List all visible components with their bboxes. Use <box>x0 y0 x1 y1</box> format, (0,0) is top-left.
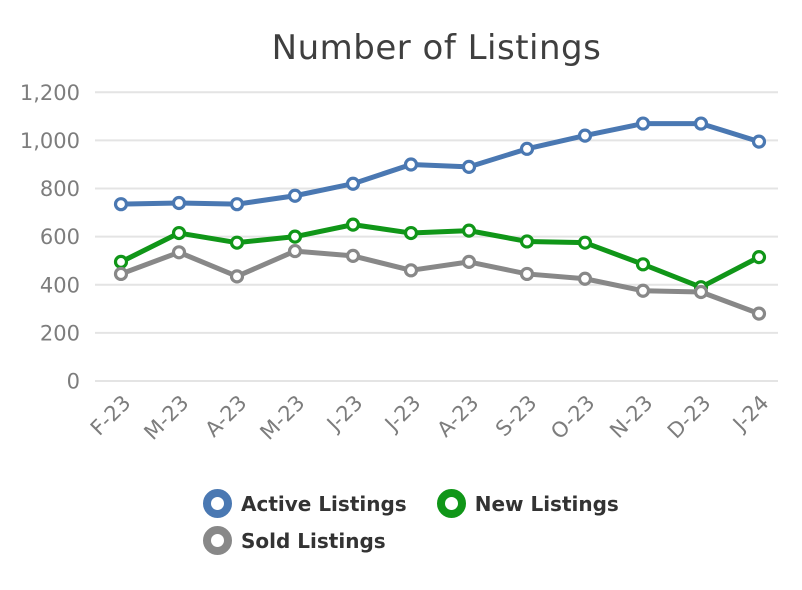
data-point-active-listings <box>519 141 535 156</box>
y-axis-tick-label: 200 <box>40 321 80 345</box>
data-point-active-listings <box>287 188 303 203</box>
data-point-sold-listings <box>519 266 535 282</box>
data-point-active-listings <box>577 128 593 143</box>
data-point-active-listings <box>751 134 767 149</box>
x-axis-tick-label: A-23 <box>432 391 483 442</box>
data-point-active-listings <box>345 176 361 191</box>
x-axis-tick-label: D-23 <box>663 391 716 444</box>
data-point-new-listings <box>113 254 129 270</box>
data-point-sold-listings <box>403 263 419 278</box>
data-point-sold-listings <box>229 269 245 284</box>
data-point-new-listings <box>461 223 477 238</box>
series-line-new-listings <box>118 222 762 290</box>
sold-listings-marker-icon <box>203 526 232 555</box>
x-axis-tick-label: M-23 <box>255 391 309 445</box>
x-axis-tick-label: J-23 <box>321 391 367 437</box>
new-listings-marker-icon <box>436 489 466 518</box>
data-point-sold-listings <box>751 306 767 321</box>
legend-label-active-listings: Active Listings <box>241 491 407 516</box>
legend-item-new-listings: New Listings <box>436 489 619 518</box>
data-point-new-listings <box>403 225 419 241</box>
x-axis-tick-label: M-23 <box>139 391 193 445</box>
series-line-sold-listings <box>118 248 762 317</box>
data-point-active-listings <box>693 116 709 131</box>
data-point-new-listings <box>229 235 245 250</box>
data-point-new-listings <box>577 235 593 250</box>
data-point-sold-listings <box>693 284 709 300</box>
y-axis-tick-label: 800 <box>40 177 80 201</box>
legend-item-active-listings: Active Listings <box>203 489 407 518</box>
data-point-active-listings <box>403 157 419 172</box>
legend-item-sold-listings: Sold Listings <box>203 526 386 555</box>
y-axis-tick-label: 600 <box>40 225 80 249</box>
x-axis-tick-label: J-24 <box>727 391 773 437</box>
data-point-new-listings <box>751 249 767 265</box>
data-point-sold-listings <box>461 254 477 270</box>
chart-title: Number of Listings <box>271 28 602 68</box>
data-point-sold-listings <box>287 243 303 259</box>
y-axis-tick-label: 0 <box>67 370 80 394</box>
data-point-new-listings <box>171 225 187 241</box>
x-axis-tick-label: F-23 <box>86 391 136 441</box>
data-point-new-listings <box>287 229 303 244</box>
data-point-active-listings <box>171 195 187 211</box>
data-point-sold-listings <box>577 271 593 286</box>
data-point-sold-listings <box>171 245 187 260</box>
x-axis-tick-label: A-23 <box>200 391 251 442</box>
data-point-new-listings <box>635 257 651 272</box>
x-axis-tick-label: O-23 <box>546 391 599 444</box>
y-axis-tick-label: 1,200 <box>20 81 80 105</box>
data-point-active-listings <box>461 159 477 174</box>
x-axis-tick-label: N-23 <box>605 391 657 443</box>
x-axis-tick-label: S-23 <box>491 391 542 442</box>
legend-label-sold-listings: Sold Listings <box>241 528 386 553</box>
series-line-active-listings <box>118 121 762 207</box>
data-point-new-listings <box>345 217 361 232</box>
data-point-new-listings <box>519 234 535 249</box>
x-axis-tick-label: J-23 <box>379 391 425 437</box>
data-point-active-listings <box>113 197 129 212</box>
data-point-active-listings <box>635 116 651 131</box>
y-axis-tick-label: 1,000 <box>20 129 80 153</box>
active-listings-marker-icon <box>203 489 232 518</box>
data-point-active-listings <box>229 197 245 212</box>
legend-label-new-listings: New Listings <box>474 491 619 516</box>
chart-legend: Active Listings New Listings Sold Listin… <box>203 489 681 555</box>
data-point-sold-listings <box>113 266 129 282</box>
data-point-sold-listings <box>345 248 361 263</box>
data-point-sold-listings <box>635 283 651 298</box>
y-axis-tick-label: 400 <box>40 273 80 297</box>
